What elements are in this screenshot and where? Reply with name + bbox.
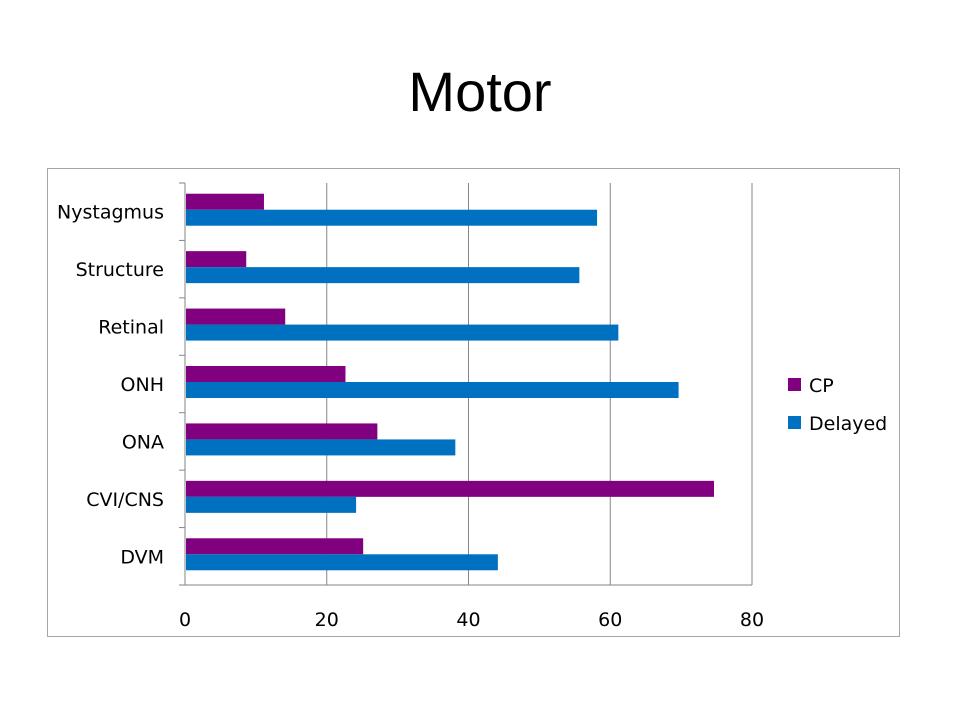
category-labels: Nystagmus Structure Retinal ONH ONA CVI/CNS DV… (57, 202, 164, 569)
category-label: Structure (76, 259, 164, 281)
category-label: DVM (120, 546, 164, 568)
bar-cp-structure (186, 251, 247, 268)
bar-cp-retinal (186, 308, 286, 325)
category-label: Nystagmus (57, 202, 164, 224)
bars (186, 193, 715, 571)
bar-delayed-structure (186, 267, 580, 284)
bar-delayed-nystagmus (186, 209, 598, 226)
bar-delayed-onh (186, 382, 679, 398)
legend-swatch-delayed (788, 416, 801, 429)
bar-delayed-cvi-cns (186, 496, 357, 513)
tick-labels: 0 20 40 60 80 (179, 609, 764, 631)
bar-cp-nystagmus (186, 193, 264, 210)
category-label: CVI/CNS (86, 489, 164, 511)
category-label: ONH (121, 374, 164, 396)
category-label: Retinal (98, 317, 164, 339)
bar-cp-cvi-cns (186, 480, 715, 497)
legend-label-delayed: Delayed (809, 413, 887, 435)
x-tick-label: 40 (456, 609, 480, 631)
axes (179, 182, 752, 586)
bar-delayed-ona (186, 439, 456, 456)
bar-cp-dvm (186, 538, 364, 555)
x-tick-label: 80 (740, 609, 764, 631)
bar-delayed-retinal (186, 324, 619, 341)
legend-swatch-cp (788, 378, 801, 391)
bar-delayed-dvm (186, 554, 498, 571)
legend-label-cp: CP (809, 375, 834, 397)
category-label: ONA (122, 431, 164, 453)
slide-title: Motor (408, 60, 552, 123)
x-tick-label: 60 (598, 609, 622, 631)
bar-cp-onh (186, 366, 346, 382)
bar-cp-ona (186, 423, 378, 440)
legend: CP Delayed (788, 375, 887, 435)
x-tick-label: 20 (315, 609, 339, 631)
x-tick-label: 0 (179, 609, 191, 631)
